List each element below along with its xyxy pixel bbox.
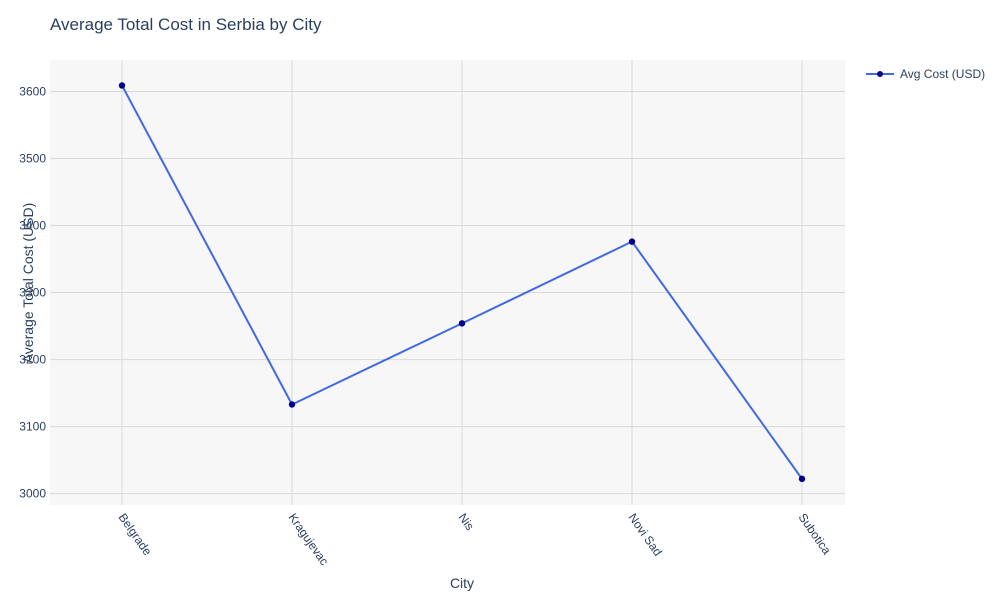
y-tick-label: 3400 bbox=[19, 219, 46, 233]
y-tick-label: 3600 bbox=[19, 84, 46, 98]
data-point[interactable] bbox=[798, 475, 806, 483]
chart-title: Average Total Cost in Serbia by City bbox=[50, 15, 322, 34]
y-axis-label: Average Total Cost (USD) bbox=[20, 203, 36, 364]
data-point[interactable] bbox=[118, 82, 126, 89]
x-tick-label: Belgrade bbox=[116, 511, 155, 559]
y-tick-labels: 3000 3100 3200 3300 3400 3500 3600 bbox=[19, 84, 46, 500]
series-layer bbox=[118, 82, 806, 483]
y-tick-label: 3200 bbox=[19, 353, 46, 367]
y-tick-label: 3500 bbox=[19, 152, 46, 166]
y-tick-label: 3300 bbox=[19, 286, 46, 300]
x-tick-label: Subotica bbox=[796, 511, 834, 558]
legend[interactable]: Avg Cost (USD) bbox=[866, 67, 985, 81]
x-tick-label: Novi Sad bbox=[626, 511, 665, 559]
data-point[interactable] bbox=[628, 238, 636, 245]
legend-marker-swatch bbox=[877, 71, 883, 77]
y-tick-label: 3000 bbox=[19, 487, 46, 501]
data-point[interactable] bbox=[288, 401, 296, 408]
grid-layer bbox=[50, 60, 845, 505]
y-tick-label: 3100 bbox=[19, 420, 46, 434]
x-axis-label: City bbox=[450, 575, 474, 591]
plot-area bbox=[50, 60, 845, 505]
x-tick-label: Kragujevac bbox=[286, 511, 332, 568]
x-tick-labels: Belgrade Kragujevac Nis Novi Sad Subotica bbox=[116, 511, 834, 568]
legend-label: Avg Cost (USD) bbox=[900, 67, 985, 81]
data-point[interactable] bbox=[458, 320, 466, 327]
x-tick-label: Nis bbox=[456, 511, 477, 533]
